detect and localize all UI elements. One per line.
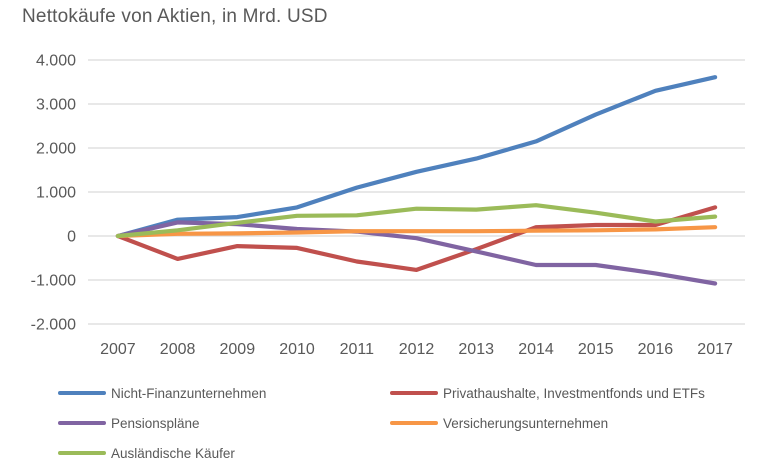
legend-item-pensionsplaene: Pensionspläne <box>58 416 390 431</box>
series-line-3 <box>115 225 718 239</box>
x-axis-tick-label: 2010 <box>279 341 315 358</box>
y-axis-tick-label: -2.000 <box>31 317 76 334</box>
x-axis-tick-label: 2017 <box>697 341 733 358</box>
x-axis-tick-label: 2014 <box>518 341 554 358</box>
x-axis-tick-label: 2015 <box>578 341 614 358</box>
y-axis-tick-label: 3.000 <box>36 97 76 114</box>
legend-label: Versicherungsunternehmen <box>443 415 609 431</box>
legend-item-nicht-finanzunternehmen: Nicht-Finanzunternehmen <box>58 386 390 401</box>
legend-item-versicherungsunternehmen: Versicherungsunternehmen <box>390 416 738 431</box>
legend-label: Privathaushalte, Investmentfonds und ETF… <box>443 385 705 401</box>
series-line-4 <box>115 203 718 239</box>
y-axis-tick-label: -1.000 <box>31 273 76 290</box>
legend-item-privathaushalte: Privathaushalte, Investmentfonds und ETF… <box>390 386 738 401</box>
legend-line-swatch-blue <box>58 390 106 396</box>
x-axis-tick-label: 2013 <box>458 341 494 358</box>
y-axis-tick-label: 1.000 <box>36 185 76 202</box>
legend-item-auslaendische-kaeufer: Ausländische Käufer <box>58 446 390 461</box>
x-axis-tick-label: 2007 <box>100 341 136 358</box>
legend-line-swatch-purple <box>58 420 106 426</box>
x-axis-tick-label: 2016 <box>638 341 674 358</box>
legend-label: Nicht-Finanzunternehmen <box>111 385 267 401</box>
x-axis-tick-label: 2012 <box>399 341 435 358</box>
series-line-1 <box>115 205 718 272</box>
x-axis-tick-label: 2008 <box>160 341 196 358</box>
y-axis-tick-label: 4.000 <box>36 53 76 70</box>
chart-title: Nettokäufe von Aktien, in Mrd. USD <box>22 6 328 27</box>
y-axis-tick-label: 0 <box>67 229 76 246</box>
legend-label: Pensionspläne <box>111 415 200 431</box>
y-axis-tick-label: 2.000 <box>36 141 76 158</box>
x-axis-tick-label: 2009 <box>220 341 256 358</box>
legend-line-swatch-green <box>58 450 106 456</box>
x-axis-tick-label: 2011 <box>340 341 375 358</box>
line-chart-plot-area: 4.000 3.000 2.000 1.000 0 -1.000 -2.000 2007 200… <box>31 53 745 358</box>
legend: Nicht-Finanzunternehmen Privathaushalte,… <box>58 384 738 462</box>
legend-line-swatch-red <box>390 390 438 396</box>
legend-label: Ausländische Käufer <box>111 445 235 461</box>
series-line-0 <box>115 75 718 239</box>
legend-line-swatch-orange <box>390 420 438 426</box>
